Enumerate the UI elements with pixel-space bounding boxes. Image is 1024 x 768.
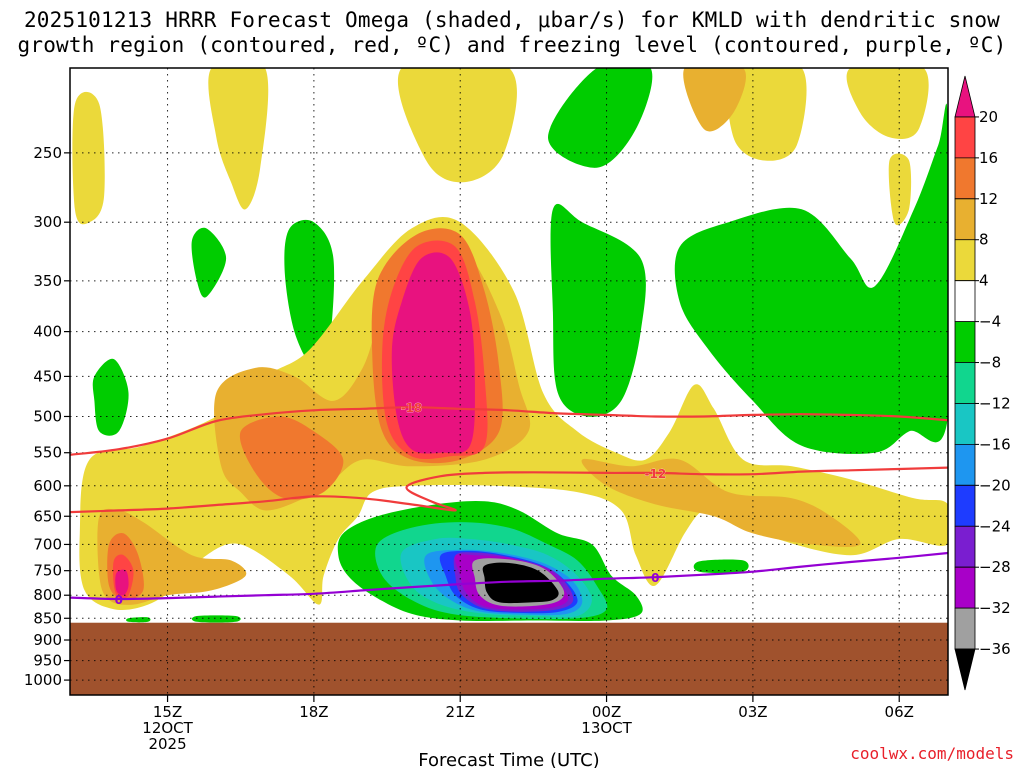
y-tick-label-300: 300 <box>33 213 62 231</box>
colorbar-swatch-9 <box>954 444 976 486</box>
omega-region-5 <box>888 153 912 226</box>
colorbar-swatch-2 <box>954 157 976 200</box>
omega-region-33 <box>482 562 559 604</box>
chart-title-line-2: growth region (contoured, red, ºC) and f… <box>17 33 1007 57</box>
y-tick-label-250: 250 <box>33 144 62 162</box>
dgz-contour-label-1: -12 <box>644 467 666 481</box>
x-tick-label-27-0: 03Z <box>738 703 767 721</box>
colorbar-swatch-5 <box>954 280 976 322</box>
colorbar-swatch-6 <box>954 321 976 363</box>
dgz-contour-0 <box>70 406 948 456</box>
y-tick-label-400: 400 <box>33 323 62 341</box>
colorbar-swatch-3 <box>954 198 976 241</box>
freezing-level-label-1: 0 <box>651 571 659 585</box>
omega-region-1 <box>208 68 269 210</box>
x-tick-label-18-0: 18Z <box>299 703 328 721</box>
colorbar-swatch-10 <box>954 484 976 527</box>
x-tick-label-15-1: 12OCT <box>142 719 193 737</box>
omega-region-24 <box>264 452 324 484</box>
y-tick-label-750: 750 <box>33 562 62 580</box>
credit-link[interactable]: coolwx.com/models <box>850 744 1014 763</box>
x-tick-label-15-2: 2025 <box>148 735 186 753</box>
omega-region-12 <box>548 68 653 168</box>
omega-region-10 <box>550 203 646 417</box>
terrain-fill <box>70 622 948 695</box>
colorbar-label-0: 20 <box>979 108 998 126</box>
y-tick-label-450: 450 <box>33 367 62 385</box>
colorbar-swatch-0 <box>954 75 976 118</box>
colorbar-label-6: −8 <box>979 354 1001 372</box>
dgz-contour-1 <box>70 466 948 514</box>
omega-region-8 <box>284 219 335 370</box>
y-tick-label-350: 350 <box>33 272 62 290</box>
x-tick-label-24-1: 13OCT <box>581 719 632 737</box>
omega-region-11 <box>674 103 948 454</box>
chart-title-line-1: 2025101213 HRRR Forecast Omega (shaded, … <box>23 8 1001 32</box>
x-tick-label-21-0: 21Z <box>446 703 475 721</box>
freezing-level-label-0: 0 <box>115 593 123 607</box>
colorbar-label-8: −16 <box>979 435 1011 453</box>
colorbar-label-12: −32 <box>979 599 1011 617</box>
y-axis: 250 300 350 400 450 500 550 600 650 700 750 800 850 9… <box>24 144 70 689</box>
y-tick-label-650: 650 <box>33 507 62 525</box>
dgz-contour-label-0: -18 <box>401 401 423 415</box>
colorbar-label-10: −24 <box>979 517 1011 535</box>
colorbar-legend: 20 16 12 8 4 −4 −8 −12 −16 −20 −24 −28 −32 −36 <box>954 75 1011 691</box>
x-tick-label-30-0: 06Z <box>885 703 914 721</box>
colorbar-swatch-14 <box>954 648 976 691</box>
omega-region-35 <box>191 615 241 623</box>
y-tick-label-800: 800 <box>33 586 62 604</box>
plot-frame <box>69 67 949 696</box>
omega-region-9 <box>92 358 129 436</box>
colorbar-label-5: −4 <box>979 313 1001 331</box>
y-tick-label-850: 850 <box>33 609 62 627</box>
colorbar-label-4: 4 <box>979 272 989 290</box>
omega-region-34 <box>126 617 151 623</box>
colorbar-label-1: 16 <box>979 149 998 167</box>
colorbar-label-2: 12 <box>979 190 998 208</box>
omega-region-4 <box>846 68 929 140</box>
y-tick-label-600: 600 <box>33 477 62 495</box>
x-axis-label: Forecast Time (UTC) <box>418 750 599 768</box>
omega-region-2 <box>397 68 517 183</box>
contour-lines: -18 -12 0 0 <box>70 401 948 607</box>
colorbar-swatch-4 <box>954 239 976 282</box>
colorbar-label-11: −28 <box>979 558 1011 576</box>
omega-region-21 <box>391 252 475 454</box>
colorbar-label-13: −36 <box>979 640 1011 658</box>
y-tick-label-500: 500 <box>33 407 62 425</box>
colorbar-swatch-7 <box>954 362 976 404</box>
colorbar-label-9: −20 <box>979 476 1011 494</box>
omega-region-36 <box>693 559 749 574</box>
colorbar-swatch-1 <box>954 116 976 159</box>
y-tick-label-950: 950 <box>33 652 62 670</box>
y-tick-label-550: 550 <box>33 444 62 462</box>
terrain-rect <box>70 622 948 695</box>
omega-region-7 <box>191 227 227 298</box>
omega-region-6 <box>683 68 746 132</box>
omega-region-23 <box>115 569 129 596</box>
x-tick-label-15-0: 15Z <box>153 703 182 721</box>
colorbar-swatch-8 <box>954 403 976 445</box>
y-tick-label-700: 700 <box>33 535 62 553</box>
omega-region-16 <box>581 458 861 547</box>
omega-shading <box>72 68 948 623</box>
omega-region-0 <box>72 91 105 225</box>
colorbar-swatch-12 <box>954 566 976 609</box>
y-tick-label-900: 900 <box>33 631 62 649</box>
colorbar-label-7: −12 <box>979 394 1011 412</box>
grid-lines <box>70 68 948 695</box>
colorbar-swatch-13 <box>954 607 976 650</box>
colorbar-label-3: 8 <box>979 231 989 249</box>
y-tick-label-1000: 1000 <box>24 671 62 689</box>
omega-region-3 <box>727 68 807 161</box>
freezing-level-contour <box>70 551 948 601</box>
chart-title: 2025101213 HRRR Forecast Omega (shaded, … <box>0 8 1024 58</box>
x-tick-label-24-0: 00Z <box>592 703 621 721</box>
colorbar-swatch-11 <box>954 525 976 568</box>
